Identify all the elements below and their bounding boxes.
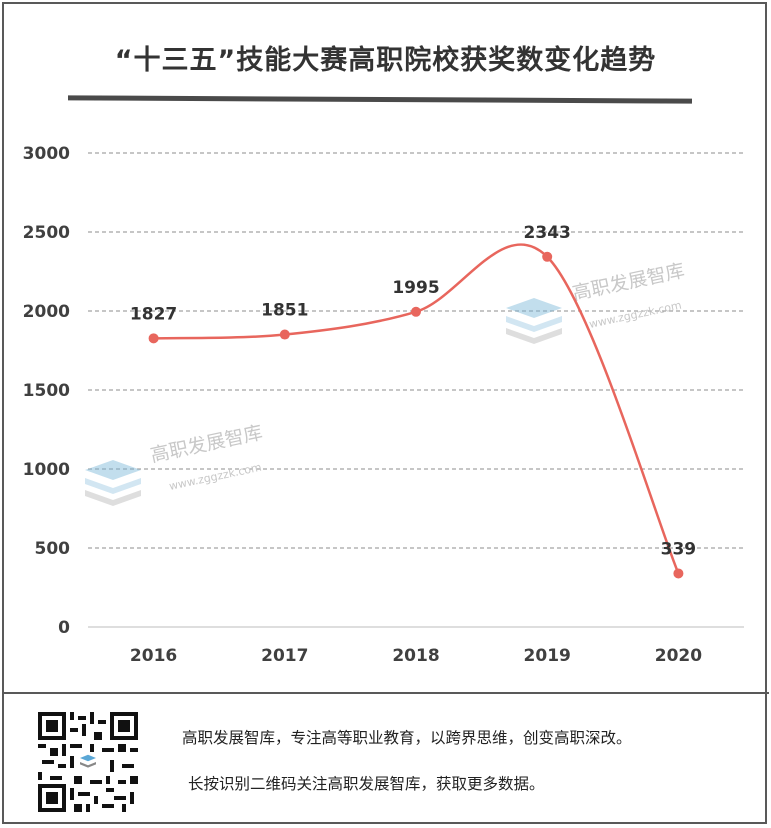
data-point	[673, 568, 684, 579]
data-label: 1995	[392, 278, 439, 298]
y-tick-label: 1500	[23, 381, 70, 401]
watermark-text: 高职发展智库	[570, 260, 686, 305]
y-tick-label: 3000	[23, 144, 70, 164]
footer-slogan: 高职发展智库，专注高等职业教育，以跨界思维，创变高职深改。	[182, 729, 632, 747]
data-labels: 1827 1851 1995 2343 339	[130, 223, 696, 560]
data-point	[542, 251, 553, 262]
y-tick-label: 500	[35, 539, 71, 559]
data-label: 1851	[261, 301, 308, 321]
watermark-url: www.zggzzk.com	[588, 299, 683, 331]
x-tick-label: 2019	[524, 646, 571, 666]
data-label: 1827	[130, 304, 177, 324]
y-tick-label: 2000	[23, 302, 70, 322]
watermark-url: www.zggzzk.com	[168, 461, 263, 493]
data-point	[148, 333, 159, 344]
data-label: 339	[661, 539, 697, 559]
data-points	[148, 251, 684, 579]
footer-qr-hint: 长按识别二维码关注高职发展智库，获取更多数据。	[188, 775, 545, 793]
data-point	[411, 306, 421, 317]
data-label: 2343	[524, 223, 571, 243]
watermark-logo	[85, 460, 141, 506]
gridlines	[88, 152, 744, 628]
x-tick-label: 2020	[655, 646, 702, 666]
y-tick-label: 0	[58, 618, 70, 638]
qr-code	[38, 712, 138, 812]
series-line	[153, 243, 680, 574]
y-axis-ticks: 0 500 1000 1500 2000 2500 3000	[23, 144, 70, 638]
chart-title: “十三五”技能大赛高职院校获奖数变化趋势	[114, 45, 657, 76]
y-tick-label: 2500	[23, 223, 70, 243]
x-tick-label: 2017	[261, 646, 308, 666]
x-axis-ticks: 2016 2017 2018 2019 2020	[130, 646, 702, 666]
y-tick-label: 1000	[23, 460, 70, 480]
footer-divider	[2, 692, 769, 694]
data-point	[279, 329, 290, 340]
x-tick-label: 2018	[392, 646, 439, 666]
x-tick-label: 2016	[130, 646, 177, 666]
watermark-text: 高职发展智库	[148, 422, 264, 467]
watermark-logo	[506, 298, 562, 344]
